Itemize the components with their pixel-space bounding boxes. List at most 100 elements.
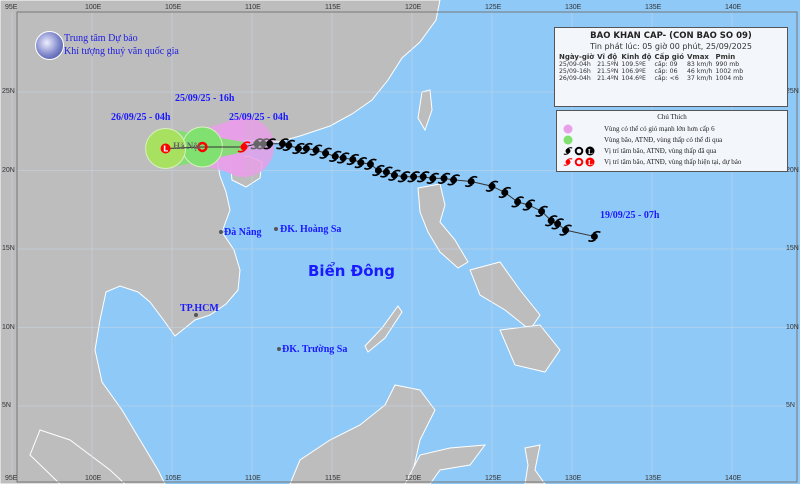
forecast-low-icon (160, 143, 171, 154)
org-line-1: Trung tâm Dự báo (64, 33, 138, 44)
lon-tick-label: 130E (565, 475, 582, 482)
table-cell: 46 km/h (687, 68, 713, 75)
lon-tick-label: 110E (245, 475, 261, 482)
table-cell: 104.6ºE (621, 75, 646, 82)
legend: Chú Thích Vùng có thể có gió mạnh lớn hơ… (556, 110, 788, 172)
table-cell: 106.9ºE (621, 68, 646, 75)
lon-tick-label: 120E (405, 475, 422, 482)
low-letter: L (163, 145, 168, 154)
lat-tick-label: 20N (786, 166, 799, 174)
lon-tick-label: 95E (5, 475, 18, 482)
table-cell: 37 km/h (687, 75, 713, 82)
lat-tick-label: 15N (786, 245, 799, 252)
table-cell: cấp: <6 (654, 75, 679, 82)
legend-item: Vùng bão, ATNĐ, vùng thấp có thể đi qua (557, 135, 787, 145)
forecast-depression-icon (197, 141, 208, 153)
luzon (417, 183, 469, 269)
lon-tick-label: 125E (485, 4, 502, 11)
visayas (469, 261, 541, 331)
label-ha-noi: Hà Nội (173, 141, 201, 151)
lat-tick-label: 5N (786, 402, 795, 409)
lon-tick-label: 120E (405, 4, 422, 11)
land (0, 0, 561, 484)
label-da-nang: Đà Nẵng (224, 227, 262, 238)
lon-tick-label: 115E (325, 475, 341, 482)
table-row: 26/09-04h 21.4ºN 104.6ºE cấp: <6 37 km/h 1004… (559, 75, 746, 82)
table-cell: 25/09-04h (559, 61, 591, 68)
table-cell: 21.5ºN (597, 61, 619, 68)
lat-tick-label: 10N (786, 323, 799, 331)
svg-text:L: L (588, 159, 593, 167)
column-header: Ngày-giờ (559, 53, 595, 61)
sumatra (29, 429, 126, 484)
wind-zone-swatch-icon (563, 124, 573, 134)
legend-item: L Vị trí tâm bão, ATNĐ, vùng thấp hiện tạ… (557, 157, 787, 167)
bulletin-table: Ngày-giờ Vĩ độ Kinh độ Cấp gió Vmax Pmin 25/0… (559, 53, 746, 82)
column-header: Pmin (715, 53, 736, 61)
lon-tick-label: 100E (85, 4, 102, 11)
mindanao (499, 324, 561, 373)
lat-tick-label: 10N (2, 323, 15, 331)
column-header: Vĩ độ (597, 53, 618, 61)
table-cell: 25/09-16h (559, 68, 591, 75)
label-truong-sa: ĐK. Trường Sa (282, 344, 348, 355)
label-25-16h: 25/09/25 - 16h (175, 93, 235, 104)
asia-mainland (0, 0, 441, 484)
organization-name: Trung tâm Dự báo Khí tượng thuỷ văn quốc… (64, 32, 179, 58)
table-cell: 1004 mb (715, 75, 744, 82)
lon-tick-label: 130E (565, 4, 582, 11)
nchmf-logo (35, 31, 64, 60)
lat-tick-label: 15N (2, 245, 15, 252)
bulletin-issued: Tin phát lúc: 05 giờ 00 phút, 25/09/2025 (590, 42, 752, 51)
lon-tick-label: 125E (485, 475, 502, 482)
table-cell: 990 mb (715, 61, 740, 68)
table-row: 25/09-04h 21.5ºN 109.5ºE cấp: 09 83 km/h 990 … (559, 61, 746, 68)
table-cell: 1002 mb (715, 68, 744, 75)
borneo (289, 384, 436, 484)
label-hoang-sa: ĐK. Hoàng Sa (280, 224, 342, 235)
palawan (364, 305, 403, 353)
svg-text:L: L (588, 148, 593, 156)
truong-sa-marker (277, 347, 281, 351)
lon-tick-label: 135E (645, 4, 662, 11)
table-row: 25/09-16h 21.5ºN 106.9ºE cấp: 06 46 km/h 1002… (559, 68, 746, 75)
current-position-symbols-icon: L (563, 157, 595, 167)
legend-label: Vị trí tâm bão, ATNĐ, vùng thấp hiện tại… (604, 158, 742, 166)
table-cell: 109.5ºE (621, 61, 646, 68)
lon-tick-label: 105E (165, 4, 182, 11)
label-bien-dong: Biển Đông (308, 262, 395, 280)
table-cell: 21.4ºN (597, 75, 619, 82)
taiwan (417, 89, 433, 132)
legend-item: Vùng có thể có gió mạnh lớn hơn cấp 6 (557, 124, 787, 134)
legend-item: L Vị trí tâm bão, ATNĐ, vùng thấp đã qua (557, 146, 787, 156)
storm-track: L (160, 138, 602, 243)
lon-tick-label: 140E (725, 475, 742, 482)
da-nang-marker (219, 230, 223, 234)
column-header: Kinh độ (621, 53, 652, 61)
column-header: Cấp gió (654, 53, 684, 61)
table-cell: 21.5ºN (597, 68, 619, 75)
lon-tick-label: 100E (85, 475, 102, 482)
table-cell: 83 km/h (687, 61, 713, 68)
bulletin-title: BAO KHAN CAP- (CON BAO SO 09) (590, 31, 752, 41)
lon-tick-label: 115E (325, 4, 341, 11)
label-25-04h: 25/09/25 - 04h (229, 112, 289, 123)
label-hcm: TP.HCM (180, 303, 219, 314)
lon-tick-label: 110E (245, 4, 261, 11)
legend-label: Vị trí tâm bão, ATNĐ, vùng thấp đã qua (604, 147, 717, 155)
lon-tick-label: 140E (725, 4, 742, 11)
hcm-marker (194, 313, 198, 317)
lon-tick-label: 105E (165, 475, 182, 482)
lon-tick-label: 95E (5, 4, 18, 11)
org-line-2: Khí tượng thuỷ văn quốc gia (64, 46, 179, 57)
label-26-04h: 26/09/25 - 04h (111, 112, 171, 123)
storm-zone-swatch-icon (563, 135, 573, 145)
past-position-symbols-icon: L (563, 146, 595, 156)
halmahera (524, 444, 546, 484)
legend-title: Chú Thích (657, 113, 687, 121)
label-19-07h: 19/09/25 - 07h (600, 210, 660, 221)
hoang-sa-marker (274, 227, 278, 231)
table-cell: cấp: 06 (654, 68, 678, 75)
legend-label: Vùng có thể có gió mạnh lớn hơn cấp 6 (604, 125, 715, 133)
map-frame (16, 11, 798, 483)
